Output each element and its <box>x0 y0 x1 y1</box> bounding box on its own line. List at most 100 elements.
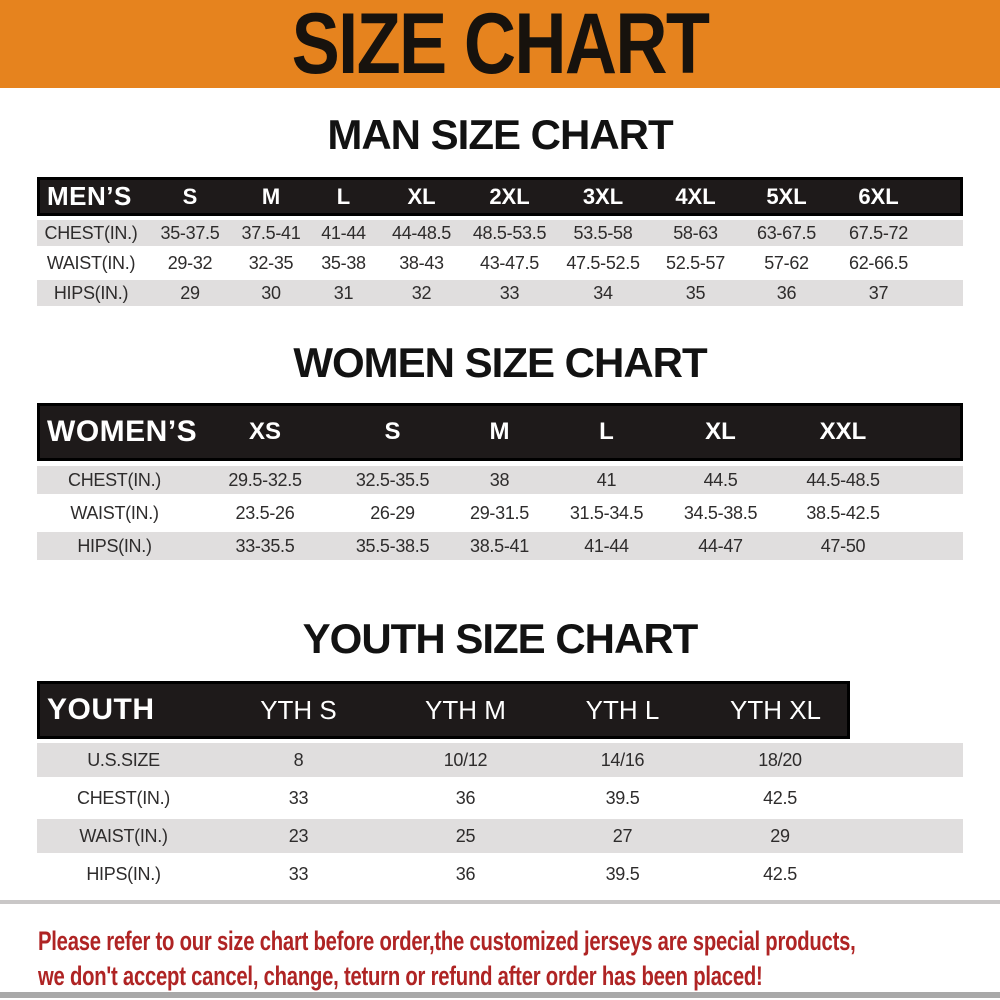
size-cell: 38.5-41 <box>470 535 529 556</box>
size-cell: 27 <box>612 825 633 846</box>
women-section-heading: WOMEN SIZE CHART <box>293 339 707 386</box>
size-cell: 47-50 <box>820 535 866 556</box>
size-cell: 31.5-34.5 <box>569 502 644 523</box>
size-cell: 36 <box>455 863 476 884</box>
table-header-row: WOMEN’S XS S M L XL XXL <box>37 403 963 461</box>
size-cell: 38.5-42.5 <box>806 502 880 523</box>
size-cell: 43-47.5 <box>480 252 539 273</box>
row-label: U.S.SIZE <box>87 749 160 770</box>
size-cell: 33-35.5 <box>235 535 295 556</box>
size-cell: 35-38 <box>321 252 366 273</box>
size-cell: 42.5 <box>763 787 797 808</box>
row-label: CHEST(IN.) <box>44 222 138 243</box>
size-cell: 33 <box>288 863 309 884</box>
column-header: M <box>261 183 281 209</box>
row-label: HIPS(IN.) <box>77 535 152 556</box>
men-size-table: MEN’S S M L XL 2XL 3XL 4XL 5XL 6XL CHEST… <box>37 177 963 306</box>
footer-line-1: Please refer to our size chart before or… <box>38 926 856 956</box>
table-row: HIPS(IN.) 33-35.5 35.5-38.5 38.5-41 41-4… <box>37 532 963 560</box>
group-label: YOUTH <box>47 693 155 726</box>
size-cell: 32-35 <box>248 252 294 273</box>
table-row: CHEST(IN.) 33 36 39.5 42.5 <box>37 781 963 815</box>
size-cell: 30 <box>261 282 281 303</box>
row-label: HIPS(IN.) <box>53 282 129 303</box>
column-header: S <box>384 418 401 445</box>
size-cell: 33 <box>288 787 309 808</box>
bottom-strip <box>0 992 1000 998</box>
size-cell: 29-31.5 <box>470 502 529 523</box>
divider-line <box>0 900 1000 904</box>
women-section: WOMEN SIZE CHART WOMEN’S XS S M L XL XXL… <box>0 342 1000 560</box>
row-label: WAIST(IN.) <box>79 825 168 846</box>
footer-note: Please refer to our size chart before or… <box>38 924 856 994</box>
size-chart-banner: SIZE CHART <box>0 0 1000 88</box>
row-label: CHEST(IN.) <box>68 469 161 490</box>
size-cell: 26-29 <box>370 502 415 523</box>
youth-size-table: YOUTH YTH S YTH M YTH L YTH XL U.S.SIZE … <box>37 681 963 891</box>
column-header: YTH L <box>585 694 660 725</box>
row-label: WAIST(IN.) <box>46 252 136 273</box>
table-row: HIPS(IN.) 29 30 31 32 33 34 35 36 37 <box>37 280 963 306</box>
column-header: XXL <box>819 418 867 445</box>
group-label: WOMEN’S <box>47 415 198 448</box>
table-row: U.S.SIZE 8 10/12 14/16 18/20 <box>37 743 963 777</box>
size-cell: 47.5-52.5 <box>566 252 640 273</box>
column-header: L <box>599 418 614 445</box>
footer-line-2: we don't accept cancel, change, teturn o… <box>38 961 763 991</box>
men-section-heading: MAN SIZE CHART <box>327 111 673 158</box>
column-header: S <box>182 183 198 209</box>
size-cell: 18/20 <box>758 749 802 770</box>
size-cell: 44.5 <box>703 469 738 490</box>
column-header: 4XL <box>675 183 716 209</box>
table-row: CHEST(IN.) 29.5-32.5 32.5-35.5 38 41 44.… <box>37 466 963 494</box>
row-label: WAIST(IN.) <box>70 502 159 523</box>
table-row: WAIST(IN.) 23 25 27 29 <box>37 819 963 853</box>
size-cell: 8 <box>293 749 304 770</box>
column-header: 3XL <box>582 183 624 209</box>
size-cell: 44.5-48.5 <box>806 469 880 490</box>
size-cell: 37 <box>868 282 889 303</box>
size-cell: 39.5 <box>605 787 640 808</box>
size-cell: 32 <box>411 282 432 303</box>
size-cell: 41-44 <box>321 222 366 243</box>
size-cell: 29 <box>770 825 790 846</box>
table-row: WAIST(IN.) 23.5-26 26-29 29-31.5 31.5-34… <box>37 499 963 527</box>
women-size-table: WOMEN’S XS S M L XL XXL CHEST(IN.) 29.5-… <box>37 403 963 560</box>
men-section: MAN SIZE CHART MEN’S S M L XL 2XL 3XL 4X… <box>0 114 1000 306</box>
size-cell: 57-62 <box>764 252 809 273</box>
row-label: HIPS(IN.) <box>86 863 161 884</box>
size-cell: 41 <box>596 469 617 490</box>
column-header: 2XL <box>489 183 530 209</box>
size-cell: 25 <box>455 825 476 846</box>
size-cell: 31 <box>333 282 354 303</box>
size-cell: 36 <box>455 787 476 808</box>
size-cell: 52.5-57 <box>666 252 725 273</box>
group-label: MEN’S <box>47 181 132 211</box>
size-cell: 67.5-72 <box>849 222 908 243</box>
size-cell: 44-48.5 <box>392 222 451 243</box>
column-header: YTH S <box>260 694 337 725</box>
table-row: WAIST(IN.) 29-32 32-35 35-38 38-43 43-47… <box>37 250 963 276</box>
table-header-row: YOUTH YTH S YTH M YTH L YTH XL <box>37 681 850 739</box>
size-cell: 58-63 <box>673 222 718 243</box>
size-cell: 34.5-38.5 <box>683 502 758 523</box>
size-cell: 42.5 <box>763 863 797 884</box>
size-cell: 14/16 <box>600 749 645 770</box>
size-cell: 35-37.5 <box>160 222 220 243</box>
column-header: YTH XL <box>729 694 822 725</box>
column-header: 6XL <box>858 183 899 209</box>
size-cell: 36 <box>776 282 797 303</box>
size-cell: 23.5-26 <box>235 502 295 523</box>
size-cell: 29 <box>180 282 200 303</box>
youth-section: YOUTH SIZE CHART YOUTH YTH S YTH M YTH L… <box>0 618 1000 891</box>
column-header: YTH M <box>425 694 506 725</box>
size-cell: 39.5 <box>605 863 640 884</box>
size-cell: 35 <box>685 282 706 303</box>
size-cell: 38-43 <box>399 252 444 273</box>
size-cell: 62-66.5 <box>849 252 908 273</box>
column-header: 5XL <box>766 183 807 209</box>
size-cell: 38 <box>489 469 510 490</box>
size-cell: 63-67.5 <box>757 222 816 243</box>
column-header: XL <box>705 418 736 445</box>
size-cell: 37.5-41 <box>241 222 301 243</box>
